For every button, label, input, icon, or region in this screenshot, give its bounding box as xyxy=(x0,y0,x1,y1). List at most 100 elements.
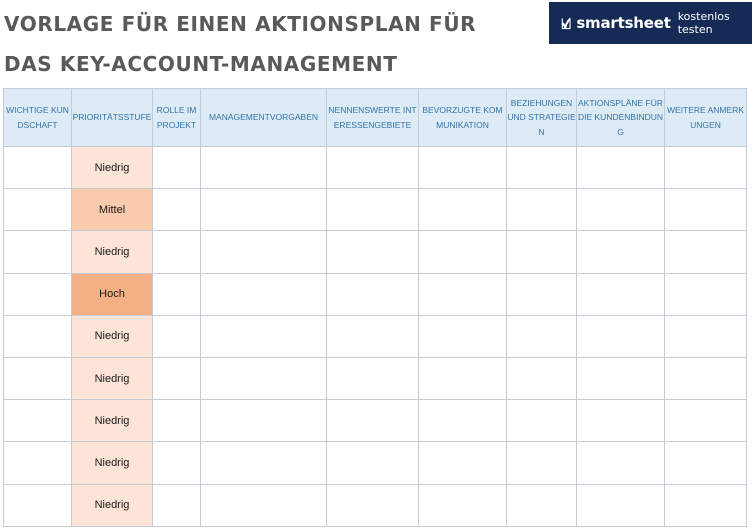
management-guidelines-cell[interactable] xyxy=(200,356,327,401)
column-header-relationships-strategies: BEZIEHUNGEN UND STRATEGIEN xyxy=(506,88,577,147)
further-notes-cell[interactable] xyxy=(664,483,747,527)
further-notes-cell[interactable] xyxy=(664,145,747,190)
retention-action-plans-cell[interactable] xyxy=(576,399,665,443)
retention-action-plans-cell[interactable] xyxy=(576,230,665,274)
table-row: Hoch xyxy=(3,272,747,316)
preferred-communication-cell[interactable] xyxy=(418,314,507,358)
preferred-communication-cell[interactable] xyxy=(418,441,507,485)
interest-areas-cell[interactable] xyxy=(326,314,419,358)
relationships-strategies-cell[interactable] xyxy=(506,145,577,190)
relationships-strategies-cell[interactable] xyxy=(506,188,577,232)
page-title: VORLAGE FÜR EINEN AKTIONSPLAN FÜR DAS KE… xyxy=(4,4,534,84)
column-header-preferred-communication: BEVORZUGTE KOMMUNIKATION xyxy=(418,88,507,147)
priority-cell[interactable]: Niedrig xyxy=(71,441,153,485)
key-customer-cell[interactable] xyxy=(3,188,72,232)
table-row: Niedrig xyxy=(3,356,747,401)
retention-action-plans-cell[interactable] xyxy=(576,356,665,401)
key-customer-cell[interactable] xyxy=(3,441,72,485)
retention-action-plans-cell[interactable] xyxy=(576,145,665,190)
priority-cell[interactable]: Niedrig xyxy=(71,145,153,190)
relationships-strategies-cell[interactable] xyxy=(506,483,577,527)
priority-cell[interactable]: Niedrig xyxy=(71,399,153,443)
table-row: Niedrig xyxy=(3,441,747,485)
further-notes-cell[interactable] xyxy=(664,441,747,485)
management-guidelines-cell[interactable] xyxy=(200,483,327,527)
project-role-cell[interactable] xyxy=(152,188,201,232)
key-customer-cell[interactable] xyxy=(3,314,72,358)
priority-cell[interactable]: Niedrig xyxy=(71,483,153,527)
priority-cell[interactable]: Hoch xyxy=(71,272,153,316)
brand-name: smartsheet xyxy=(576,14,671,32)
management-guidelines-cell[interactable] xyxy=(200,230,327,274)
priority-cell[interactable]: Niedrig xyxy=(71,230,153,274)
column-header-further-notes: WEITERE ANMERKUNGEN xyxy=(664,88,747,147)
table-row: Niedrig xyxy=(3,145,747,190)
relationships-strategies-cell[interactable] xyxy=(506,356,577,401)
preferred-communication-cell[interactable] xyxy=(418,483,507,527)
management-guidelines-cell[interactable] xyxy=(200,314,327,358)
relationships-strategies-cell[interactable] xyxy=(506,230,577,274)
priority-cell[interactable]: Mittel xyxy=(71,188,153,232)
preferred-communication-cell[interactable] xyxy=(418,272,507,316)
further-notes-cell[interactable] xyxy=(664,399,747,443)
interest-areas-cell[interactable] xyxy=(326,272,419,316)
project-role-cell[interactable] xyxy=(152,356,201,401)
column-header-management-guidelines: MANAGEMENTVORGABEN xyxy=(200,88,327,147)
interest-areas-cell[interactable] xyxy=(326,399,419,443)
interest-areas-cell[interactable] xyxy=(326,145,419,190)
management-guidelines-cell[interactable] xyxy=(200,188,327,232)
key-customer-cell[interactable] xyxy=(3,399,72,443)
project-role-cell[interactable] xyxy=(152,230,201,274)
smartsheet-trial-button[interactable]: smartsheet kostenlos testen xyxy=(549,2,752,44)
management-guidelines-cell[interactable] xyxy=(200,441,327,485)
preferred-communication-cell[interactable] xyxy=(418,230,507,274)
project-role-cell[interactable] xyxy=(152,272,201,316)
interest-areas-cell[interactable] xyxy=(326,441,419,485)
preferred-communication-cell[interactable] xyxy=(418,356,507,401)
interest-areas-cell[interactable] xyxy=(326,356,419,401)
management-guidelines-cell[interactable] xyxy=(200,272,327,316)
priority-cell[interactable]: Niedrig xyxy=(71,356,153,401)
project-role-cell[interactable] xyxy=(152,441,201,485)
table-row: Mittel xyxy=(3,188,747,232)
retention-action-plans-cell[interactable] xyxy=(576,483,665,527)
retention-action-plans-cell[interactable] xyxy=(576,314,665,358)
retention-action-plans-cell[interactable] xyxy=(576,272,665,316)
further-notes-cell[interactable] xyxy=(664,230,747,274)
table-row: Niedrig xyxy=(3,483,747,527)
further-notes-cell[interactable] xyxy=(664,356,747,401)
table-row: Niedrig xyxy=(3,399,747,443)
key-customer-cell[interactable] xyxy=(3,230,72,274)
table-header-row: WICHTIGE KUNDSCHAFT PRIORITÄTSSTUFE ROLL… xyxy=(3,88,747,147)
key-customer-cell[interactable] xyxy=(3,272,72,316)
retention-action-plans-cell[interactable] xyxy=(576,441,665,485)
relationships-strategies-cell[interactable] xyxy=(506,314,577,358)
key-customer-cell[interactable] xyxy=(3,145,72,190)
project-role-cell[interactable] xyxy=(152,399,201,443)
column-header-key-customer: WICHTIGE KUNDSCHAFT xyxy=(3,88,72,147)
smartsheet-logo-icon xyxy=(561,17,571,29)
column-header-priority: PRIORITÄTSSTUFE xyxy=(71,88,153,147)
priority-cell[interactable]: Niedrig xyxy=(71,314,153,358)
key-customer-cell[interactable] xyxy=(3,483,72,527)
management-guidelines-cell[interactable] xyxy=(200,145,327,190)
key-customer-cell[interactable] xyxy=(3,356,72,401)
project-role-cell[interactable] xyxy=(152,145,201,190)
management-guidelines-cell[interactable] xyxy=(200,399,327,443)
relationships-strategies-cell[interactable] xyxy=(506,441,577,485)
preferred-communication-cell[interactable] xyxy=(418,399,507,443)
retention-action-plans-cell[interactable] xyxy=(576,188,665,232)
relationships-strategies-cell[interactable] xyxy=(506,272,577,316)
interest-areas-cell[interactable] xyxy=(326,188,419,232)
project-role-cell[interactable] xyxy=(152,483,201,527)
further-notes-cell[interactable] xyxy=(664,272,747,316)
preferred-communication-cell[interactable] xyxy=(418,145,507,190)
preferred-communication-cell[interactable] xyxy=(418,188,507,232)
project-role-cell[interactable] xyxy=(152,314,201,358)
interest-areas-cell[interactable] xyxy=(326,483,419,527)
further-notes-cell[interactable] xyxy=(664,314,747,358)
relationships-strategies-cell[interactable] xyxy=(506,399,577,443)
further-notes-cell[interactable] xyxy=(664,188,747,232)
interest-areas-cell[interactable] xyxy=(326,230,419,274)
column-header-retention-action-plans: AKTIONSPLÄNE FÜR DIE KUNDENBINDUNG xyxy=(576,88,665,147)
